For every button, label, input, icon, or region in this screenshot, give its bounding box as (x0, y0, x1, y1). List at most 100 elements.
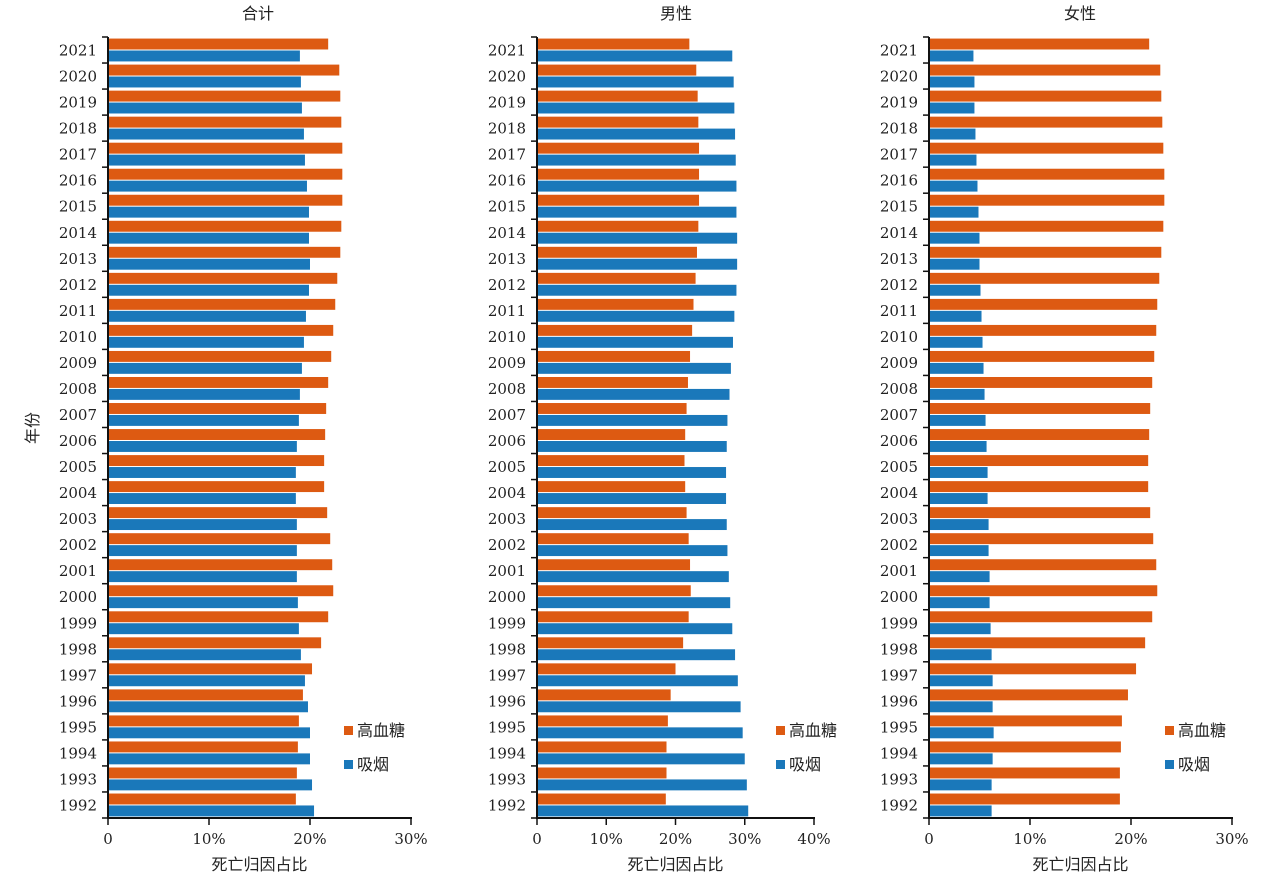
y-tick-label: 2019 (880, 94, 918, 112)
bar-smoking (929, 701, 993, 713)
bar-high-blood-sugar (929, 429, 1150, 440)
bar-high-blood-sugar (929, 559, 1157, 571)
bar-high-blood-sugar (537, 324, 693, 336)
x-tick-label: 0 (103, 830, 113, 848)
bar-smoking (108, 649, 301, 661)
bar-smoking (537, 258, 738, 270)
bar-high-blood-sugar (108, 90, 341, 102)
y-tick-label: 2018 (488, 120, 526, 138)
y-tick-label: 1992 (488, 796, 526, 814)
bar-high-blood-sugar (537, 455, 685, 467)
bar-smoking (108, 753, 310, 765)
bar-high-blood-sugar (929, 64, 1161, 76)
y-tick-label: 2008 (59, 380, 97, 398)
bar-smoking (929, 675, 993, 687)
bar-smoking (108, 493, 296, 504)
y-tick-label: 1995 (880, 718, 918, 736)
bar-high-blood-sugar (929, 324, 1157, 336)
bar-high-blood-sugar (537, 116, 699, 128)
bar-smoking (537, 414, 728, 426)
bar-high-blood-sugar (929, 90, 1162, 102)
y-tick-label: 2010 (59, 328, 97, 346)
y-tick-label: 2016 (59, 172, 97, 190)
bar-high-blood-sugar (929, 637, 1146, 649)
y-tick-label: 1995 (59, 718, 97, 736)
bar-smoking (929, 336, 983, 348)
legend-label-high-blood-sugar: 高血糖 (1178, 721, 1226, 740)
bar-high-blood-sugar (537, 481, 686, 493)
bar-high-blood-sugar (537, 689, 671, 701)
bar-smoking (929, 76, 975, 88)
y-tick-label: 1997 (880, 666, 918, 684)
bar-high-blood-sugar (929, 377, 1153, 388)
y-tick-label: 1995 (488, 718, 526, 736)
y-tick-label: 2010 (488, 328, 526, 346)
bar-smoking (929, 102, 975, 114)
bar-smoking (537, 441, 727, 452)
bar-smoking (108, 258, 310, 270)
y-tick-label: 1992 (59, 796, 97, 814)
x-tick-label: 10% (192, 830, 225, 848)
y-tick-label: 2012 (488, 276, 526, 294)
bar-smoking (537, 154, 736, 166)
bar-smoking (537, 206, 737, 218)
bar-high-blood-sugar (537, 246, 697, 258)
bar-high-blood-sugar (537, 429, 686, 440)
bar-smoking (537, 779, 747, 791)
bar-smoking (929, 493, 988, 504)
bar-smoking (929, 284, 981, 296)
y-tick-label: 2017 (488, 146, 526, 164)
y-axis-label: 年份 (23, 412, 42, 444)
bar-smoking (929, 232, 980, 244)
y-tick-label: 1999 (59, 614, 97, 632)
bar-smoking (537, 727, 743, 739)
bar-smoking (537, 102, 735, 114)
y-tick-label: 1997 (488, 666, 526, 684)
y-tick-label: 2015 (59, 198, 97, 216)
bar-high-blood-sugar (537, 168, 700, 180)
y-tick-label: 2016 (880, 172, 918, 190)
legend-label-high-blood-sugar: 高血糖 (357, 721, 405, 740)
y-tick-label: 2015 (488, 198, 526, 216)
y-tick-label: 2002 (488, 536, 526, 554)
y-tick-label: 1993 (59, 770, 97, 788)
bar-smoking (929, 50, 974, 62)
bar-smoking (537, 649, 736, 661)
bar-smoking (537, 467, 727, 478)
y-tick-label: 2017 (59, 146, 97, 164)
bar-smoking (537, 493, 727, 504)
bar-high-blood-sugar (108, 637, 322, 649)
y-tick-label: 1999 (488, 614, 526, 632)
y-tick-label: 2000 (59, 588, 97, 606)
bar-smoking (537, 701, 741, 713)
bar-high-blood-sugar (108, 38, 329, 50)
bar-smoking (537, 310, 735, 322)
bar-high-blood-sugar (108, 559, 333, 571)
bar-high-blood-sugar (108, 272, 338, 284)
bar-smoking (929, 128, 976, 140)
y-tick-label: 2019 (488, 94, 526, 112)
y-tick-label: 2018 (59, 120, 97, 138)
bar-high-blood-sugar (929, 481, 1149, 493)
bar-high-blood-sugar (108, 611, 329, 623)
bar-high-blood-sugar (108, 116, 342, 128)
legend-swatch-smoking (1165, 760, 1174, 769)
bar-high-blood-sugar (929, 298, 1158, 310)
bar-smoking (108, 623, 299, 635)
y-tick-label: 2014 (488, 224, 526, 242)
bar-high-blood-sugar (537, 220, 699, 232)
bar-high-blood-sugar (929, 38, 1150, 50)
legend-swatch-smoking (776, 760, 785, 769)
y-tick-label: 2007 (59, 406, 97, 424)
bar-smoking (929, 362, 984, 374)
bar-smoking (929, 258, 980, 270)
bar-high-blood-sugar (537, 533, 689, 545)
x-tick-label: 20% (1114, 830, 1147, 848)
y-tick-label: 2020 (488, 68, 526, 86)
y-tick-label: 2020 (59, 68, 97, 86)
bar-high-blood-sugar (929, 741, 1121, 753)
y-tick-label: 2011 (488, 302, 526, 320)
y-tick-label: 2009 (488, 354, 526, 372)
bar-smoking (537, 50, 733, 62)
bar-high-blood-sugar (537, 767, 667, 779)
